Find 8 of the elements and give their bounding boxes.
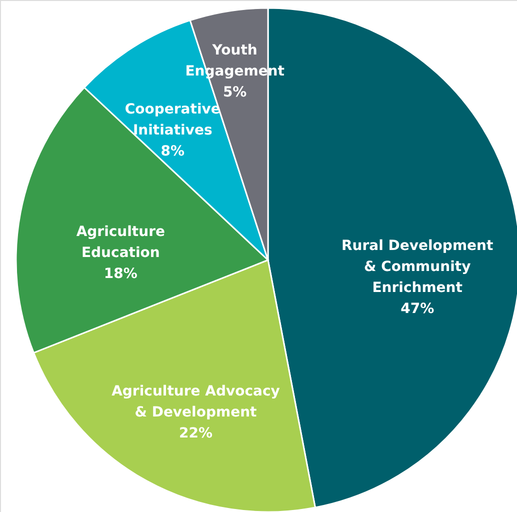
data-label: 47% (400, 300, 434, 317)
data-label: 18% (104, 266, 138, 282)
slice-label: Rural Development & Community Enrichment (341, 238, 494, 296)
data-label: 22% (178, 425, 212, 442)
slice-label: Agriculture Advocacy & Development (112, 383, 280, 420)
slice-label: Agriculture Education (76, 224, 165, 261)
data-label: 8% (160, 144, 185, 160)
data-label: 5% (222, 84, 247, 101)
